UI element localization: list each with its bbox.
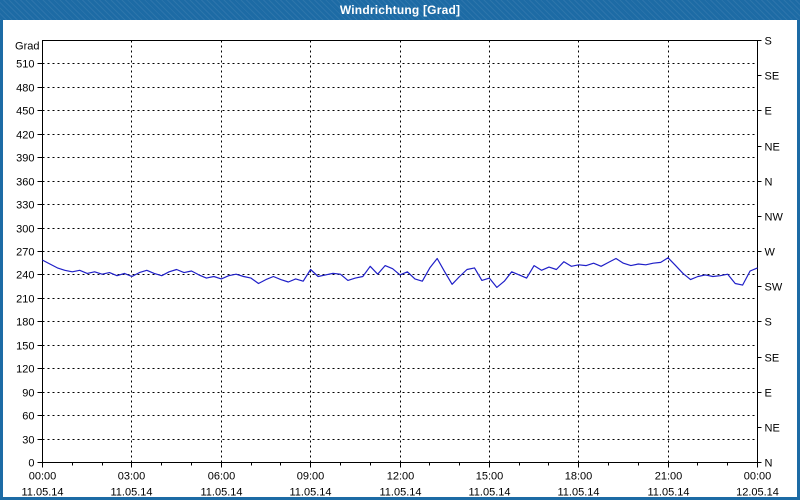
compass-axis-label: N: [765, 458, 773, 470]
compass-axis-label: W: [765, 247, 776, 259]
x-axis-time-label: 03:00: [118, 471, 146, 483]
wind-direction-line: [42, 257, 758, 288]
compass-axis-label: E: [765, 106, 772, 118]
x-axis-date-label: 11.05.14: [21, 487, 63, 498]
compass-axis-label: SW: [765, 282, 783, 294]
compass-axis-label: N: [765, 177, 773, 189]
x-axis-date-label: 11.05.14: [110, 487, 152, 498]
y-axis-label: 90: [22, 388, 34, 400]
y-axis-label: 360: [16, 177, 34, 189]
x-axis-time-label: 18:00: [565, 471, 593, 483]
x-axis-time-label: 09:00: [297, 471, 325, 483]
x-axis-time-label: 15:00: [476, 471, 504, 483]
compass-axis-label: SE: [765, 353, 780, 365]
compass-axis-label: S: [765, 317, 772, 329]
compass-axis-label: NE: [765, 142, 780, 154]
y-axis-label: 510: [16, 59, 34, 71]
x-axis-date-label: 11.05.14: [647, 487, 689, 498]
x-axis-date-label: 11.05.14: [379, 487, 421, 498]
y-axis-label: 240: [16, 270, 34, 282]
x-axis-date-label: 11.05.14: [468, 487, 510, 498]
y-axis-label: 420: [16, 130, 34, 142]
x-axis-date-label: 11.05.14: [289, 487, 331, 498]
chart-area: 0 30 60 90 120 150 180 210 240 270 300 330 360 390 420…: [3, 20, 797, 497]
window-title: Windrichtung [Grad]: [339, 3, 461, 17]
y-axis-label: 330: [16, 200, 34, 212]
x-axis-time-label: 06:00: [208, 471, 236, 483]
y-axis-label: 480: [16, 83, 34, 95]
y-axis-label: 270: [16, 247, 34, 259]
compass-axis-label: S: [765, 36, 772, 48]
x-axis-date-label: 11.05.14: [557, 487, 599, 498]
y-axis-label: 120: [16, 364, 34, 376]
compass-axis-label: SE: [765, 71, 780, 83]
y-axis-label: 60: [22, 411, 34, 423]
y-axis-unit-label: Grad: [15, 41, 39, 53]
x-axis-time-label: 21:00: [655, 471, 683, 483]
y-axis-label: 210: [16, 294, 34, 306]
window-titlebar: Windrichtung [Grad]: [0, 0, 800, 20]
x-axis-time-label: 00:00: [744, 471, 772, 483]
y-axis-label: 390: [16, 153, 34, 165]
x-axis-time-label: 12:00: [387, 471, 415, 483]
x-axis-date-label: 11.05.14: [200, 487, 242, 498]
y-axis-label: 150: [16, 341, 34, 353]
y-axis-label: 30: [22, 435, 34, 447]
y-axis-label: 0: [28, 458, 34, 470]
y-axis-label: 180: [16, 317, 34, 329]
y-axis-label: 300: [16, 224, 34, 236]
compass-axis-label: NW: [765, 212, 784, 224]
compass-axis-label: NE: [765, 423, 780, 435]
wind-direction-chart: 0 30 60 90 120 150 180 210 240 270 300 330 360 390 420…: [15, 36, 784, 498]
x-axis-time-label: 00:00: [29, 471, 57, 483]
x-axis-date-label: 12.05.14: [736, 487, 779, 498]
y-axis-label: 450: [16, 106, 34, 118]
compass-axis-label: E: [765, 388, 772, 400]
